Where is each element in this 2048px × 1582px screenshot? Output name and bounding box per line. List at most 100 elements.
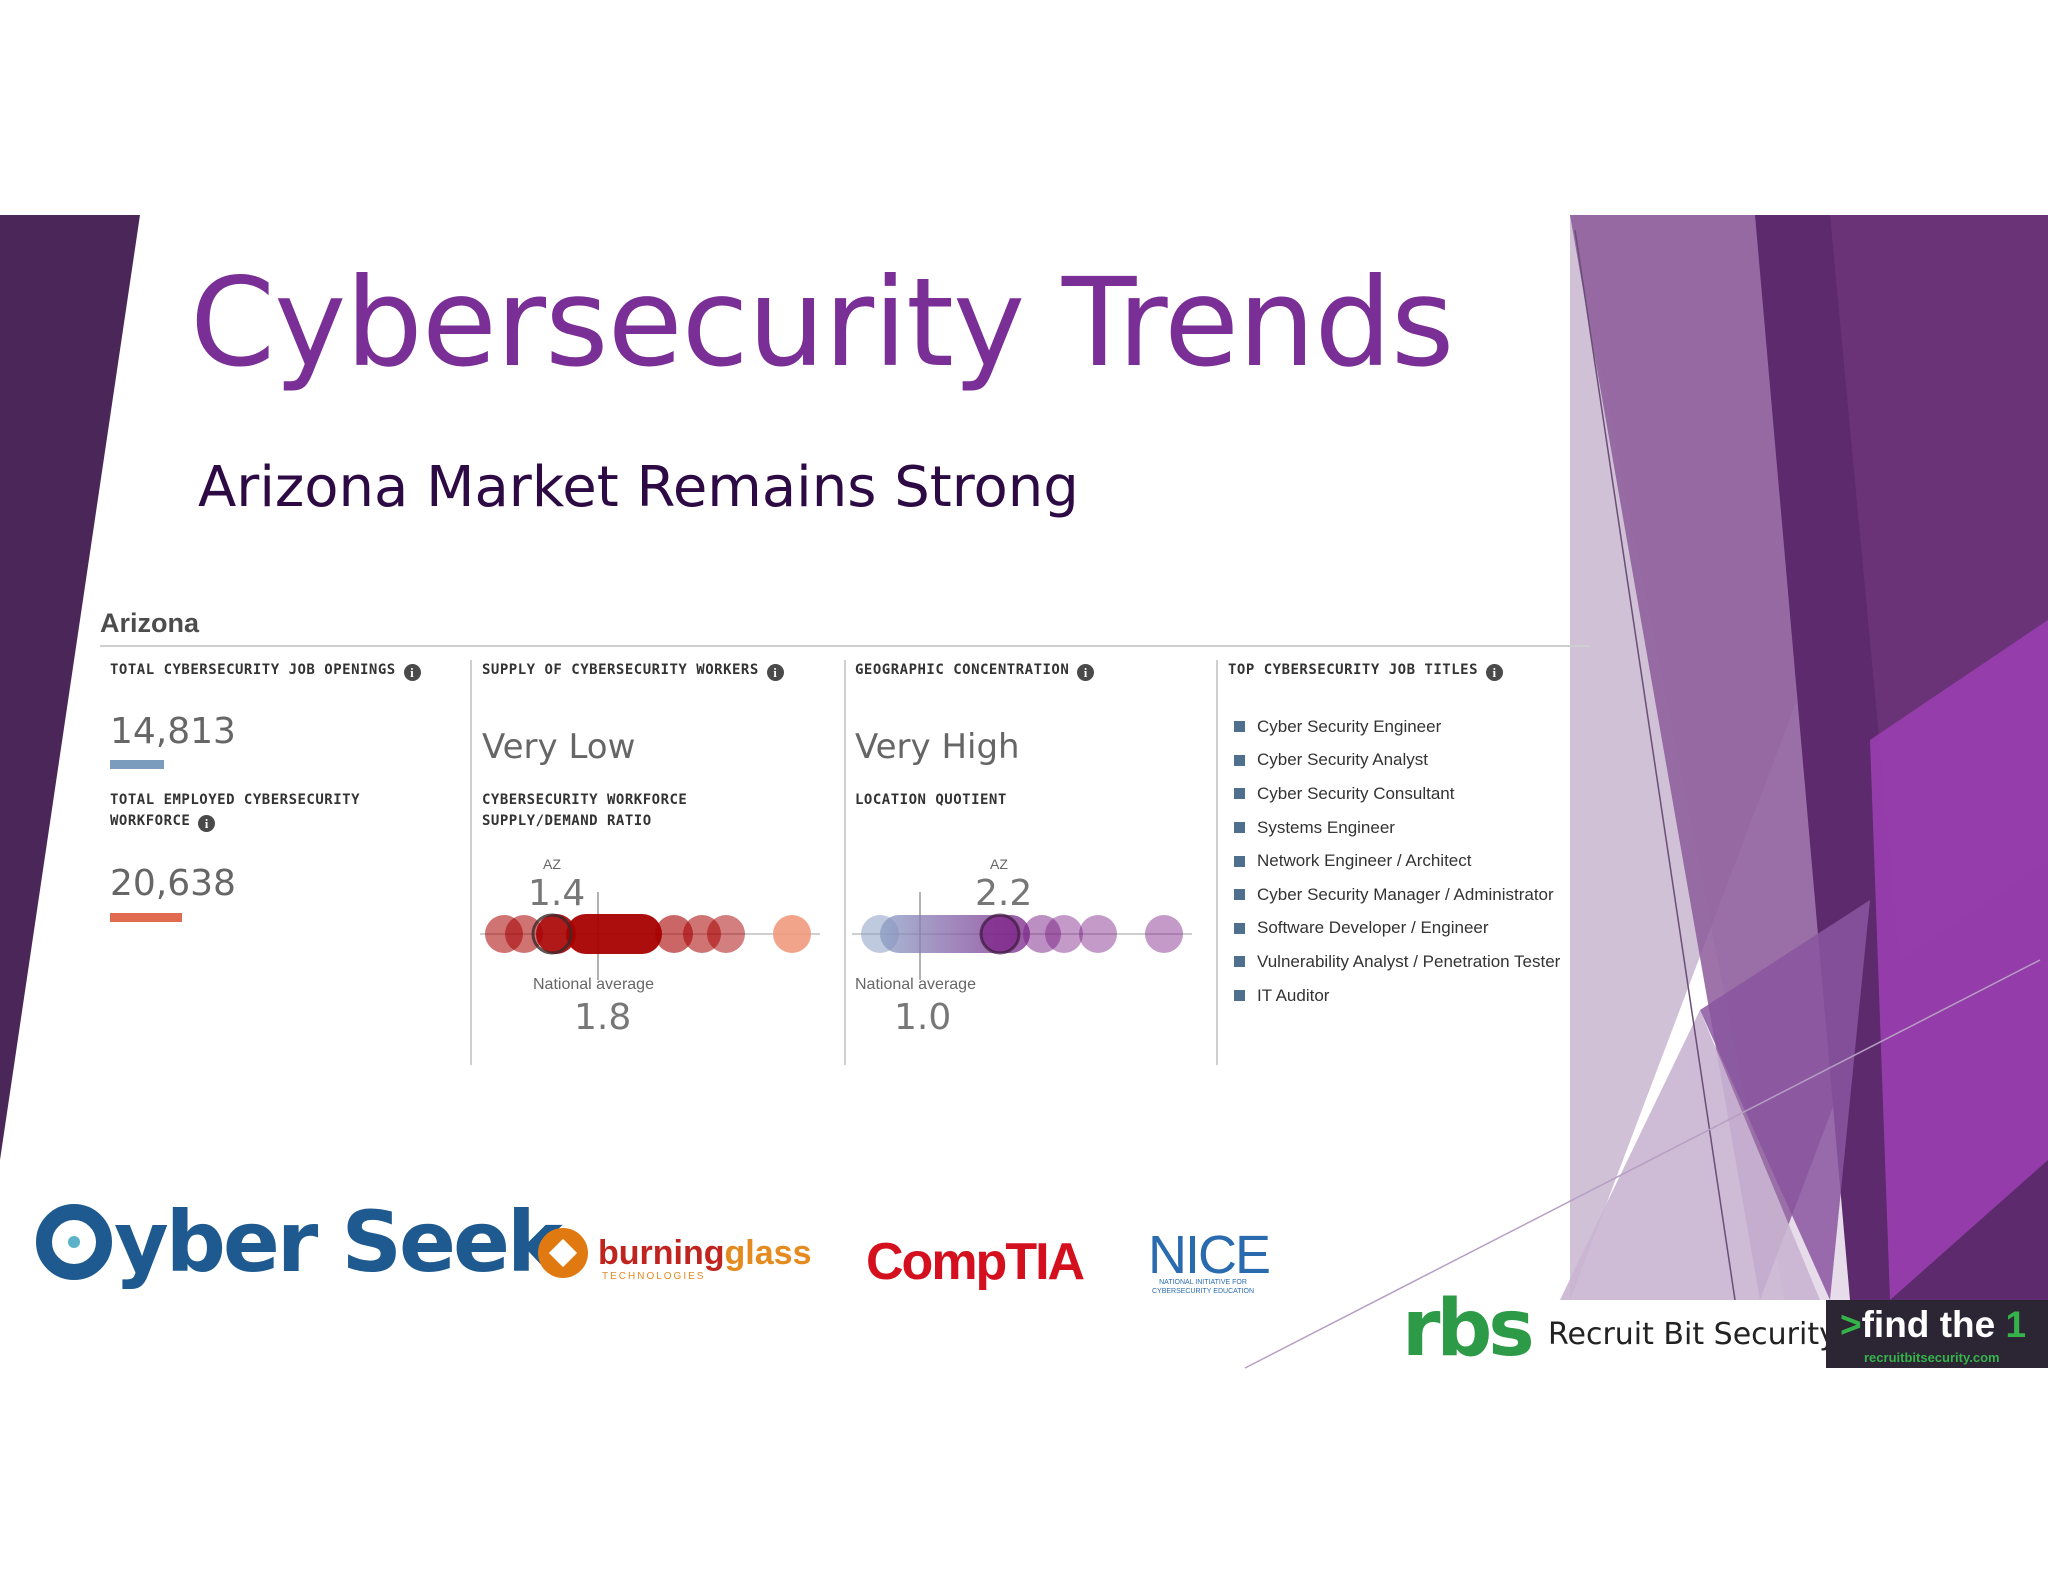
burning-glass-word-a: burning xyxy=(598,1234,725,1272)
info-icon[interactable]: i xyxy=(1486,664,1504,681)
right-accent-lower xyxy=(1560,1010,1820,1300)
list-item: Network Engineer / Architect xyxy=(1234,844,1560,878)
job-openings-bar xyxy=(110,760,164,769)
bullet-icon xyxy=(1234,990,1245,1002)
state-dot xyxy=(1045,915,1083,953)
state-heading: Arizona xyxy=(100,608,200,638)
job-openings-header: TOTAL CYBERSECURITY JOB OPENINGS i xyxy=(110,660,421,681)
burning-glass-tagline: TECHNOLOGIES xyxy=(602,1271,706,1282)
tagline-text: find the xyxy=(1861,1304,1996,1345)
comptia-logo: CompTIA xyxy=(866,1233,1085,1291)
employed-workforce-label-2: WORKFORCE xyxy=(110,813,191,829)
bullet-icon xyxy=(1234,889,1245,901)
list-item: Software Developer / Engineer xyxy=(1234,912,1560,946)
nice-logo: NICE xyxy=(1148,1225,1271,1285)
deco-line-1 xyxy=(1574,229,1736,1301)
website-url: recruitbitsecurity.com xyxy=(1864,1350,2000,1365)
tagline-arrow: > xyxy=(1840,1304,1862,1345)
info-icon[interactable]: i xyxy=(1077,664,1095,681)
slide-title: Cybersecurity Trends xyxy=(190,252,1454,394)
list-item: Cyber Security Consultant xyxy=(1234,777,1560,811)
heading-divider xyxy=(100,645,1590,647)
state-dot xyxy=(1079,915,1117,953)
company-name: Recruit Bit Security xyxy=(1548,1317,1837,1352)
state-dot xyxy=(707,915,745,953)
state-dot xyxy=(655,915,693,953)
job-title: Cyber Security Engineer xyxy=(1257,716,1442,736)
bullet-icon xyxy=(1234,721,1245,733)
top-titles-header: TOP CYBERSECURITY JOB TITLES i xyxy=(1228,660,1504,681)
employed-workforce-value: 20,638 xyxy=(110,863,236,904)
burning-glass-logo: burningglass TECHNOLOGIES xyxy=(538,1228,811,1282)
state-dot xyxy=(536,914,576,954)
left-accent-shape xyxy=(0,215,140,1160)
job-titles-list: Cyber Security Engineer Cyber Security A… xyxy=(1234,710,1560,1012)
job-title: Systems Engineer xyxy=(1257,817,1395,837)
job-title: Cyber Security Analyst xyxy=(1257,750,1429,770)
supply-ratio-label-2: SUPPLY/DEMAND RATIO xyxy=(482,813,652,829)
info-icon[interactable]: i xyxy=(198,815,216,832)
az-highlight-dot xyxy=(979,913,1021,955)
supply-national-label: National average xyxy=(533,976,654,993)
location-pin-icon xyxy=(36,1204,112,1280)
right-accent-bright xyxy=(1870,620,2048,1300)
location-quotient-header: LOCATION QUOTIENT xyxy=(855,792,1007,808)
cyberseek-logo: yber Seek xyxy=(36,1193,563,1291)
supply-label: SUPPLY OF CYBERSECURITY WORKERS xyxy=(482,662,759,678)
list-item: Vulnerability Analyst / Penetration Test… xyxy=(1234,945,1560,979)
starburst-icon xyxy=(538,1228,588,1278)
az-highlight-dot xyxy=(531,913,573,955)
concentration-level: Very High xyxy=(855,727,1020,767)
state-dot xyxy=(1145,915,1183,953)
job-title: Cyber Security Manager / Administrator xyxy=(1257,884,1554,904)
column-divider xyxy=(470,660,472,1065)
state-dot-cluster xyxy=(566,914,662,954)
bullet-icon xyxy=(1234,788,1245,800)
concentration-header: GEOGRAPHIC CONCENTRATION i xyxy=(855,660,1095,681)
employed-workforce-label-1: TOTAL EMPLOYED CYBERSECURITY xyxy=(110,792,361,808)
supply-ratio-header: CYBERSECURITY WORKFORCE SUPPLY/DEMAND RAT… xyxy=(482,790,687,832)
state-dot xyxy=(773,915,811,953)
column-divider xyxy=(844,660,846,1065)
supply-dot-strip xyxy=(480,892,820,980)
job-openings-value: 14,813 xyxy=(110,711,236,752)
info-icon[interactable]: i xyxy=(403,664,421,681)
tagline: >find the 1 xyxy=(1840,1306,2026,1343)
tagline-number: 1 xyxy=(2005,1304,2027,1345)
concentration-national-value: 1.0 xyxy=(894,997,952,1038)
supply-az-label: AZ xyxy=(543,856,561,872)
state-dot xyxy=(981,915,1019,953)
employed-workforce-header: TOTAL EMPLOYED CYBERSECURITY WORKFORCE i xyxy=(110,790,360,832)
supply-national-value: 1.8 xyxy=(574,997,632,1038)
bullet-icon xyxy=(1234,855,1245,867)
concentration-dot-strip xyxy=(852,892,1192,980)
tagline-badge: >find the 1 recruitbitsecurity.com xyxy=(1826,1300,2048,1368)
concentration-national-label: National average xyxy=(855,976,976,993)
supply-ratio-label-1: CYBERSECURITY WORKFORCE xyxy=(482,792,688,808)
deco-line-2 xyxy=(1244,959,2041,1369)
state-dot xyxy=(1023,915,1061,953)
top-titles-label: TOP CYBERSECURITY JOB TITLES xyxy=(1228,662,1479,678)
bullet-icon xyxy=(1234,956,1245,968)
employed-workforce-bar xyxy=(110,913,182,922)
list-item: Systems Engineer xyxy=(1234,811,1560,845)
job-title: Software Developer / Engineer xyxy=(1257,918,1489,938)
burning-glass-wordmark: burningglass xyxy=(598,1236,811,1270)
cyberseek-wordmark: yber Seek xyxy=(114,1193,563,1291)
job-title: IT Auditor xyxy=(1257,985,1330,1005)
state-dot xyxy=(505,915,543,953)
burning-glass-word-b: glass xyxy=(724,1234,812,1272)
bullet-icon xyxy=(1234,822,1245,834)
nice-subtitle: NATIONAL INITIATIVE FOR CYBERSECURITY ED… xyxy=(1151,1279,1255,1295)
rbs-logo: rbs xyxy=(1402,1284,1535,1374)
supply-header: SUPPLY OF CYBERSECURITY WORKERS i xyxy=(482,660,784,681)
job-title: Vulnerability Analyst / Penetration Test… xyxy=(1257,951,1561,971)
slide-subtitle: Arizona Market Remains Strong xyxy=(198,455,1079,520)
list-item: Cyber Security Analyst xyxy=(1234,744,1560,778)
job-openings-label: TOTAL CYBERSECURITY JOB OPENINGS xyxy=(110,662,396,678)
concentration-label: GEOGRAPHIC CONCENTRATION xyxy=(855,662,1070,678)
bullet-icon xyxy=(1234,922,1245,934)
job-title: Cyber Security Consultant xyxy=(1257,783,1455,803)
info-icon[interactable]: i xyxy=(766,664,784,681)
